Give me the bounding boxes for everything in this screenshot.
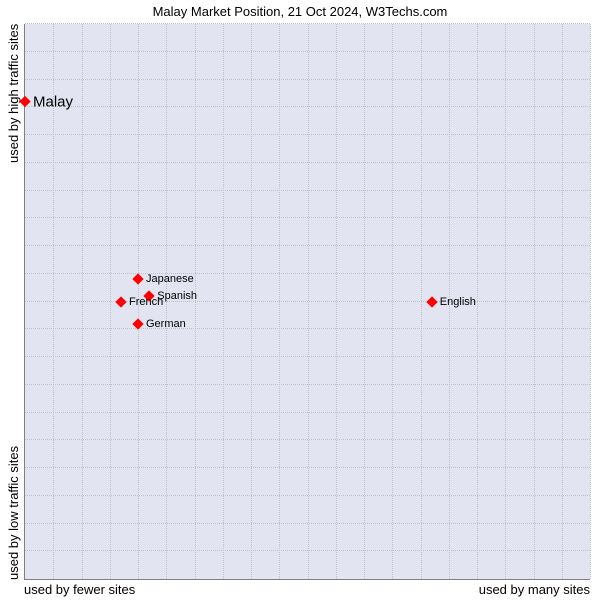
- data-point-malay: Malay: [21, 93, 73, 110]
- x-axis-label-many: used by many sites: [479, 582, 590, 597]
- x-axis-label-fewer: used by fewer sites: [24, 582, 135, 597]
- point-label: Japanese: [146, 273, 194, 285]
- chart-title: Malay Market Position, 21 Oct 2024, W3Te…: [0, 4, 600, 19]
- data-point-german: German: [134, 318, 186, 330]
- diamond-marker-icon: [132, 274, 143, 285]
- point-label: French: [129, 296, 163, 308]
- point-label: English: [440, 296, 476, 308]
- plot-area: MalayJapaneseSpanishFrenchGermanEnglish: [24, 24, 590, 580]
- y-axis-label-high: used by high traffic sites: [6, 24, 21, 302]
- data-point-japanese: Japanese: [134, 273, 194, 285]
- diamond-marker-icon: [132, 318, 143, 329]
- diamond-marker-icon: [426, 296, 437, 307]
- data-point-french: French: [117, 296, 163, 308]
- plot-background: MalayJapaneseSpanishFrenchGermanEnglish: [25, 24, 590, 579]
- point-label: German: [146, 318, 186, 330]
- y-axis-label-low: used by low traffic sites: [6, 302, 21, 580]
- diamond-marker-icon: [115, 296, 126, 307]
- market-position-chart: Malay Market Position, 21 Oct 2024, W3Te…: [0, 0, 600, 600]
- diamond-marker-icon: [19, 96, 30, 107]
- point-label: Malay: [33, 93, 73, 110]
- data-point-english: English: [428, 296, 476, 308]
